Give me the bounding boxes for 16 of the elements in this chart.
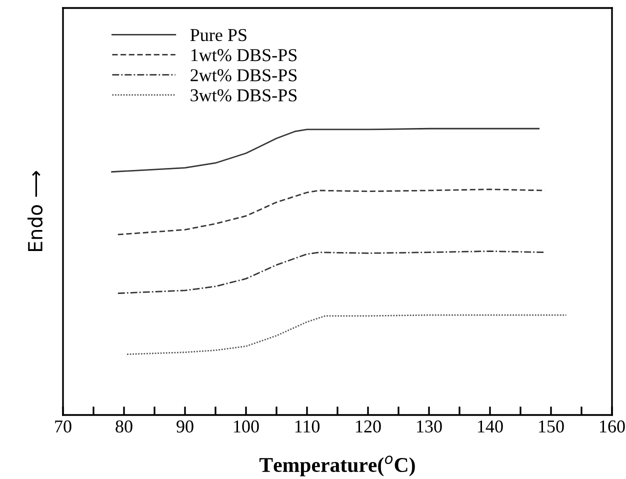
y-axis-title: Endo ⟶ — [28, 170, 43, 252]
x-axis-title: Temperature($^{o}$C) — [259, 456, 415, 476]
x-tick-label: 100 — [234, 420, 259, 433]
x-tick-label: 80 — [116, 420, 132, 433]
x-tick-label: 90 — [176, 420, 194, 433]
x-tick-label: 140 — [478, 420, 503, 433]
x-tick-label: 70 — [55, 420, 72, 433]
legend-label: 2wt% DBS-PS — [190, 69, 297, 82]
legend-label: 1wt% DBS-PS — [191, 49, 297, 62]
x-tick-label: 130 — [417, 420, 442, 433]
x-tick-label: 160 — [600, 420, 625, 433]
x-tick-label: 120 — [356, 420, 381, 433]
x-tick-label: 110 — [295, 420, 320, 433]
legend-label: Pure PS — [190, 29, 246, 42]
legend-label: 3wt% DBS-PS — [190, 89, 297, 102]
x-tick-label: 150 — [539, 420, 564, 433]
